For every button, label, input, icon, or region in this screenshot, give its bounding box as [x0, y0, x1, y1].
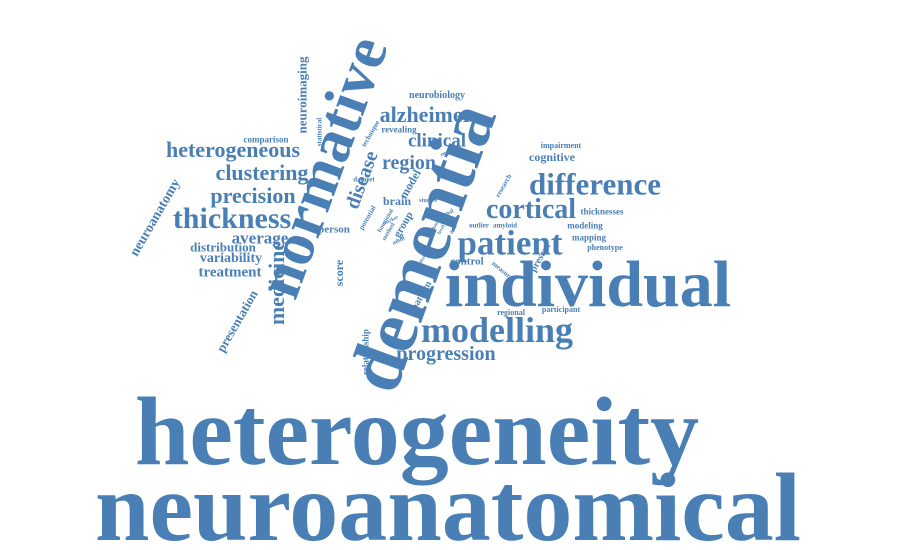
word-clustering: clustering — [215, 160, 309, 185]
word-revealing: revealing — [381, 124, 417, 135]
word-region: region — [381, 152, 437, 174]
word-heterogeneous: heterogeneous — [165, 137, 301, 162]
word-cognitive: cognitive — [529, 150, 575, 164]
word-distribution: distribution — [190, 239, 256, 255]
word-participant: participant — [541, 305, 581, 314]
word-difference: difference — [529, 166, 661, 202]
word-variability: variability — [199, 251, 263, 266]
word-medicine: medicine — [264, 240, 289, 326]
word-individual: individual — [444, 248, 732, 321]
word-neuroanatomical: neuroanatomical — [95, 454, 801, 550]
word-precision: precision — [210, 183, 296, 208]
word-modelling: modelling — [420, 310, 574, 350]
word-brain: brain — [382, 194, 412, 208]
word-cortical: cortical — [485, 194, 577, 225]
word-modeling: modeling — [567, 220, 603, 231]
word-comparison: comparison — [243, 134, 289, 145]
word-alzheimer: alzheimer — [379, 102, 473, 127]
word-impairment: impairment — [540, 141, 582, 150]
word-control: control — [450, 255, 484, 268]
word-amyloid: amyloid — [492, 221, 518, 230]
word-phenotype: phenotype — [587, 243, 623, 252]
word-outlier: outlier — [469, 221, 489, 230]
word-heterogeneity: heterogeneity — [134, 378, 700, 486]
word-clinical: clinical — [407, 130, 467, 152]
word-presentation: presentation — [213, 287, 261, 355]
word-progression: progression — [396, 343, 496, 365]
word-score: score — [332, 259, 346, 287]
word-patient: patient — [457, 223, 563, 263]
word-treatment: treatment — [198, 264, 262, 281]
word-statistical: statistical — [315, 117, 324, 147]
word-thickness: thickness — [172, 202, 292, 235]
word-mapping: mapping — [571, 232, 607, 243]
word-neuroimaging: neuroimaging — [294, 56, 310, 134]
word-studies: studies — [419, 198, 437, 204]
word-regional: regional — [497, 308, 525, 317]
word-thicknesses: thicknesses — [580, 206, 624, 217]
word-average: average — [231, 228, 289, 248]
word-relationship: relationship — [360, 329, 371, 375]
word-person: person — [318, 223, 350, 236]
word-dataset: dataset — [353, 175, 375, 184]
word-neurobiology: neurobiology — [409, 90, 465, 101]
